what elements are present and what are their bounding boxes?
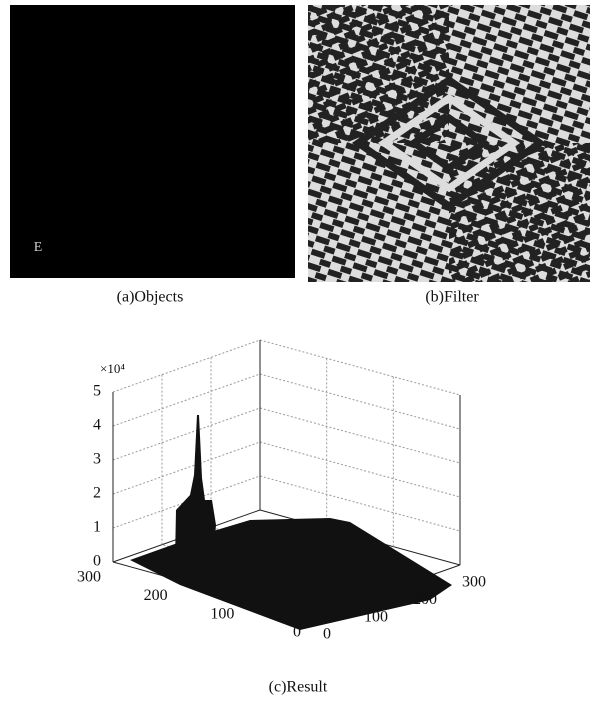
grid-line (259, 407, 461, 464)
z-tick-label: 3 (93, 451, 101, 468)
filter-image (308, 5, 590, 282)
y-tick-label: 300 (77, 569, 101, 586)
grid-line (112, 373, 261, 427)
z-tick-label: 2 (93, 485, 101, 502)
x-tick-label: 300 (462, 574, 486, 591)
z-tick-label: 5 (93, 383, 101, 400)
y-tick-label: 200 (144, 587, 168, 604)
objects-image (10, 5, 295, 278)
y-tick-label: 100 (210, 605, 234, 622)
grid-line (112, 407, 261, 461)
caption: (c)Result (269, 679, 328, 696)
z-tick-label: 1 (93, 519, 101, 536)
caption: (a)Objects (117, 289, 184, 306)
grid-line (259, 373, 461, 430)
x-tick-label: 0 (323, 626, 331, 643)
z-exponent: ×10⁴ (100, 361, 125, 376)
grid-line (259, 339, 461, 396)
grid-line (259, 475, 461, 532)
grid-line (112, 339, 261, 393)
x-tick-label: 200 (413, 591, 437, 608)
caption: (b)Filter (425, 289, 479, 306)
object-label: E (34, 240, 43, 255)
x-tick-label: 100 (364, 608, 388, 625)
z-tick-label: 0 (93, 553, 101, 570)
surface-peak (175, 415, 216, 560)
z-tick-label: 4 (93, 417, 101, 434)
grid-line (259, 441, 461, 498)
y-tick-label: 0 (293, 624, 301, 641)
grid-line (112, 441, 261, 495)
